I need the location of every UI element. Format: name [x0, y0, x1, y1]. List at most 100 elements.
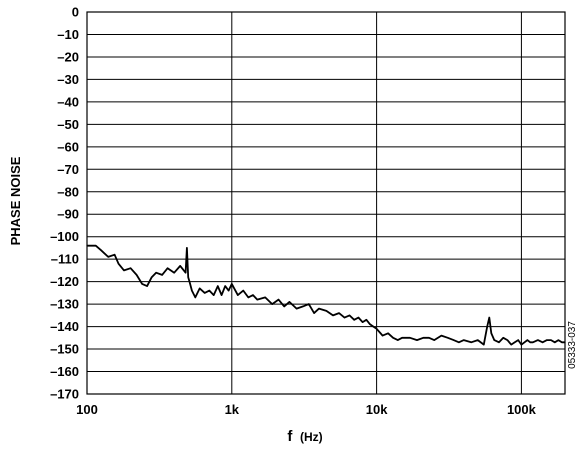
series-point [277, 299, 280, 301]
y-tick-label: –140 [50, 319, 79, 334]
y-tick-label: –20 [57, 49, 79, 64]
series-point [161, 274, 163, 276]
series-point [252, 294, 254, 296]
series-point [224, 285, 226, 287]
y-tick-label: 0 [72, 5, 79, 20]
series-point [264, 296, 266, 298]
series-point [517, 339, 519, 341]
series-point [486, 326, 488, 328]
series-point [167, 267, 169, 269]
series-point [191, 290, 193, 292]
series-point [447, 337, 449, 339]
series-point [376, 328, 378, 330]
series-point [242, 290, 244, 292]
series-point [493, 339, 495, 341]
series-point [123, 269, 125, 271]
y-tick-label: –170 [50, 387, 79, 402]
series-point [514, 341, 516, 343]
series-point [397, 339, 399, 341]
y-tick-label: –90 [57, 207, 79, 222]
series-point [86, 245, 88, 247]
series-point [194, 296, 196, 298]
plot-frame [86, 11, 566, 395]
y-tick-label: –130 [50, 297, 79, 312]
series-point [554, 341, 556, 343]
y-tick-labels: 0 –10 –20 –30 –40 –50 –60 –70 –80 –90 –100 –110 –120… [50, 5, 79, 402]
series-point [338, 312, 340, 314]
series-point [550, 339, 552, 341]
series-point [130, 267, 132, 269]
series-point [387, 332, 389, 334]
series-point [483, 344, 485, 346]
series-point [100, 249, 102, 251]
series-line [87, 244, 565, 346]
series-point [365, 319, 367, 321]
series-point [542, 341, 544, 343]
series-point [422, 337, 424, 339]
series-point [488, 317, 490, 319]
series-point [510, 344, 512, 346]
x-tick-label: 100 [76, 402, 98, 417]
series-point [117, 263, 120, 265]
series-point [199, 287, 201, 289]
x-tick-label: 1k [225, 402, 240, 417]
y-tick-label: –150 [50, 342, 79, 357]
y-tick-label: –40 [57, 94, 79, 109]
series-point [416, 339, 418, 341]
series-point [428, 337, 430, 339]
series-point [343, 317, 346, 319]
series-point [308, 303, 310, 305]
series-point [185, 272, 187, 274]
series-point [136, 274, 138, 276]
x-tick-label: 100k [507, 402, 537, 417]
series-point [186, 247, 188, 249]
series-point [382, 335, 384, 337]
series-point [332, 314, 334, 316]
series-point [523, 341, 526, 343]
series-point [470, 341, 472, 343]
series-point [213, 294, 215, 296]
y-tick-label: –120 [50, 274, 79, 289]
series-point [440, 335, 442, 337]
x-tick-labels: 100 1k 10k 100k [76, 402, 536, 417]
series-point [526, 339, 529, 341]
y-tick-label: –60 [57, 139, 79, 154]
series-point [357, 317, 360, 319]
series-point [208, 290, 210, 292]
series-point [173, 272, 175, 274]
x-tick-label: 10k [366, 402, 388, 417]
series-point [107, 256, 109, 258]
series-point [362, 321, 364, 323]
series-point [557, 339, 560, 341]
y-tick-label: –70 [57, 162, 79, 177]
y-tick-label: –50 [57, 117, 79, 132]
series-point [409, 337, 411, 339]
series-point [302, 305, 304, 307]
series-point [221, 294, 223, 296]
series-point [247, 296, 249, 298]
series-point [433, 339, 435, 341]
series-point [458, 341, 460, 343]
series-point [498, 341, 500, 343]
series-point [401, 337, 403, 339]
series-group [86, 244, 566, 346]
y-tick-label: –80 [57, 184, 79, 199]
series-point [529, 341, 531, 343]
series-point [95, 245, 97, 247]
y-tick-label: –10 [57, 27, 79, 42]
series-point [477, 339, 479, 341]
y-axis-label: PHASE NOISE [8, 156, 23, 245]
series-point [228, 290, 230, 292]
series-point [271, 303, 273, 305]
series-point [187, 276, 189, 278]
series-point [325, 310, 327, 312]
series-point [369, 323, 371, 325]
y-tick-label: –160 [50, 364, 79, 379]
series-point [217, 285, 219, 287]
series-point [155, 272, 157, 274]
series-point [506, 339, 508, 341]
x-axis-label-unit: (Hz) [300, 430, 323, 444]
y-tick-label: –30 [57, 72, 79, 87]
x-axis-label-main: f [287, 428, 293, 445]
